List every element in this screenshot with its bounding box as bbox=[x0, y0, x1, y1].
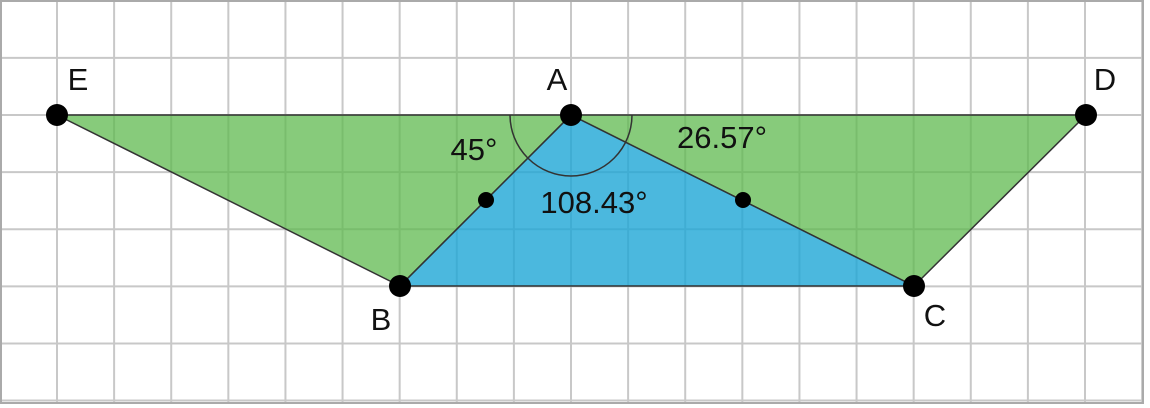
midpoint bbox=[735, 192, 751, 208]
angle-label: 45° bbox=[451, 132, 498, 167]
point-label: C bbox=[924, 298, 946, 333]
point bbox=[560, 104, 582, 126]
point bbox=[46, 104, 68, 126]
angle-arc bbox=[509, 114, 633, 177]
angle-label: 108.43° bbox=[540, 185, 647, 220]
point bbox=[903, 275, 925, 297]
angle-label: 26.57° bbox=[677, 120, 767, 155]
point-label: B bbox=[371, 302, 392, 337]
midpoint bbox=[478, 192, 494, 208]
point-label: A bbox=[547, 62, 568, 97]
point-label: D bbox=[1094, 62, 1116, 97]
point-label: E bbox=[68, 62, 89, 97]
point bbox=[1075, 104, 1097, 126]
point bbox=[389, 275, 411, 297]
